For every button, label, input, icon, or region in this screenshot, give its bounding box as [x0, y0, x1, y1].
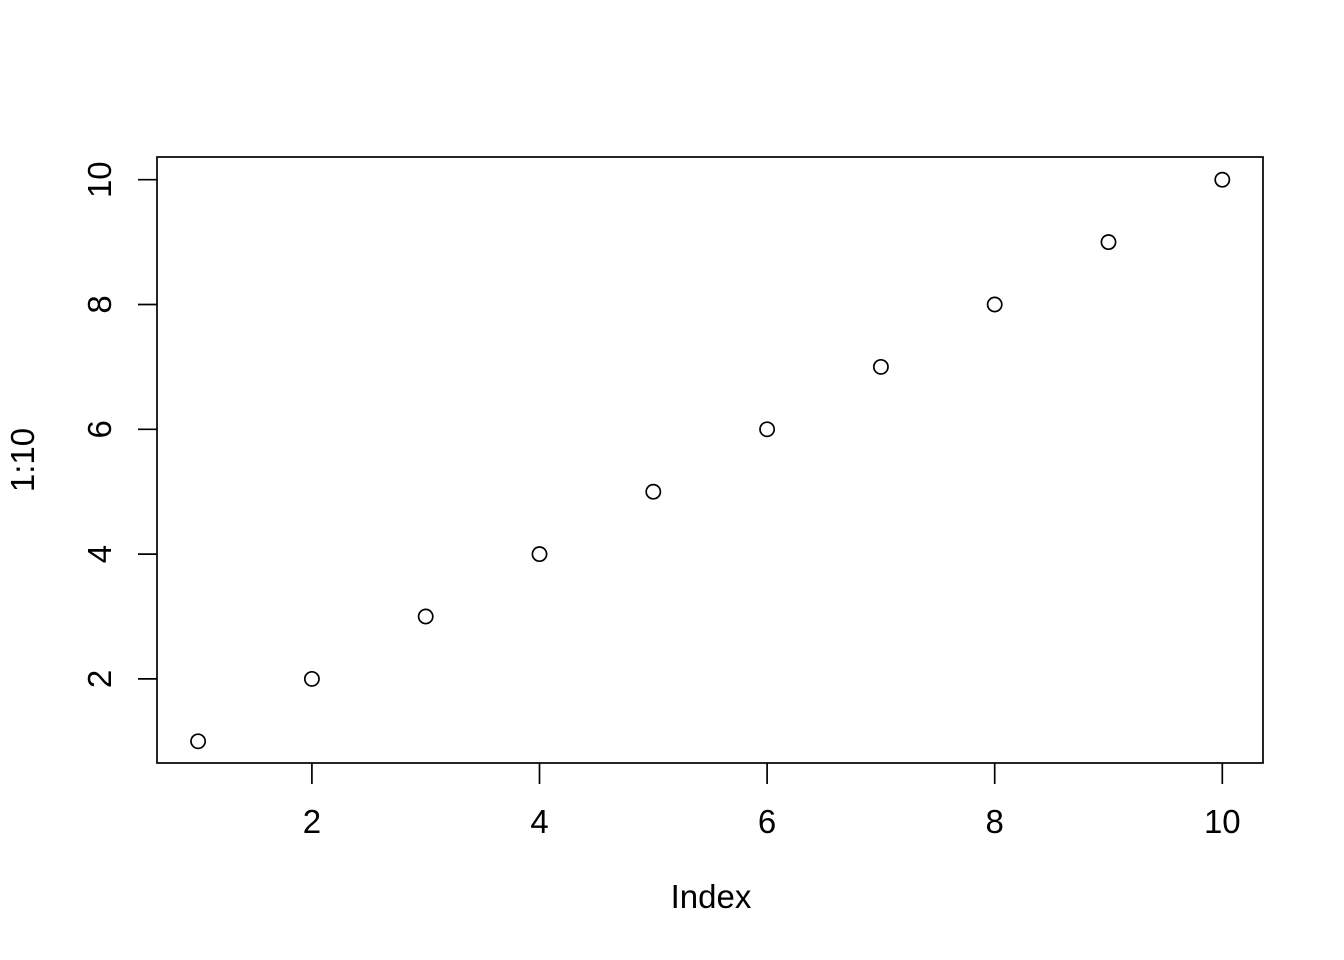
svg-text:2: 2 — [81, 670, 118, 688]
svg-text:4: 4 — [530, 803, 548, 840]
svg-text:6: 6 — [81, 420, 118, 438]
svg-text:1:10: 1:10 — [4, 428, 41, 492]
svg-text:4: 4 — [81, 545, 118, 563]
svg-text:8: 8 — [81, 295, 118, 313]
svg-text:6: 6 — [758, 803, 776, 840]
svg-text:8: 8 — [986, 803, 1004, 840]
svg-text:10: 10 — [81, 161, 118, 198]
svg-text:2: 2 — [303, 803, 321, 840]
svg-text:10: 10 — [1204, 803, 1241, 840]
svg-text:Index: Index — [671, 878, 752, 915]
